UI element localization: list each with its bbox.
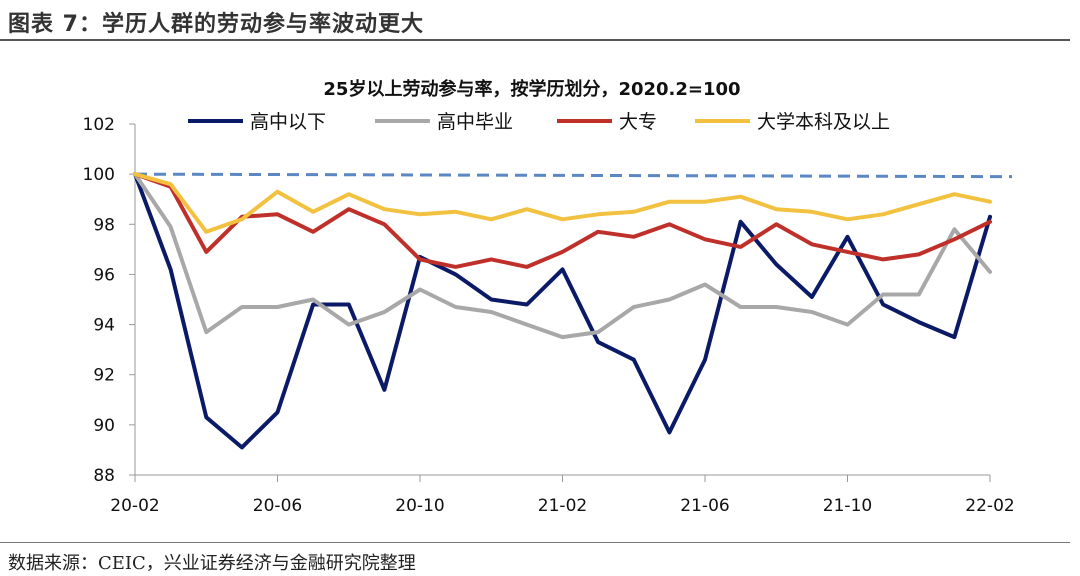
- reference-line-group: [134, 172, 1013, 179]
- figure-title: 图表 7：学历人群的劳动参与率波动更大: [8, 12, 424, 37]
- x-tick-label: 20-10: [395, 496, 444, 516]
- x-tick-label: 20-02: [110, 496, 159, 516]
- legend-label-1: 高中以下: [250, 111, 326, 133]
- x-tick-label: 21-06: [680, 496, 729, 516]
- top-divider: [0, 39, 1070, 41]
- legend-label-4: 大学本科及以上: [757, 111, 890, 133]
- x-tick-label: 20-06: [253, 496, 302, 516]
- reference-line-100: [134, 172, 1013, 179]
- chart-title: 25岁以上劳动参与率，按学历划分，2020.2=100: [323, 78, 740, 100]
- y-tick-label: 96: [93, 265, 115, 285]
- y-tick-label: 92: [93, 366, 115, 386]
- labor-participation-chart: 25岁以上劳动参与率，按学历划分，2020.2=100 88 90 92 94 96 98…: [83, 78, 1015, 516]
- series-line-2: [133, 172, 992, 340]
- x-tick-label: 21-02: [538, 496, 587, 516]
- y-tick-label: 100: [83, 165, 115, 185]
- y-tick-label: 102: [83, 115, 115, 135]
- series-line-3: [133, 172, 992, 269]
- series-line-4: [133, 172, 992, 234]
- legend: 高中以下 高中毕业 大专 大学本科及以上: [188, 111, 890, 133]
- y-axis: 88 90 92 94 96 98 100 102: [83, 115, 136, 486]
- x-axis: 20-02 20-06 20-10 21-02 21-06 21-10 22-02: [110, 474, 1015, 516]
- y-tick-label: 94: [93, 316, 115, 336]
- x-tick-label: 21-10: [823, 496, 872, 516]
- x-tick-label: 22-02: [965, 496, 1014, 516]
- source-note: 数据来源：CEIC，兴业证券经济与金融研究院整理: [8, 553, 416, 574]
- series-lines: [133, 172, 992, 450]
- y-tick-label: 90: [93, 416, 115, 436]
- legend-label-2: 高中毕业: [437, 111, 513, 133]
- series-line-1: [133, 172, 992, 450]
- legend-label-3: 大专: [619, 111, 657, 133]
- bottom-divider: [0, 542, 1070, 543]
- y-tick-label: 88: [93, 466, 115, 486]
- y-tick-label: 98: [93, 215, 115, 235]
